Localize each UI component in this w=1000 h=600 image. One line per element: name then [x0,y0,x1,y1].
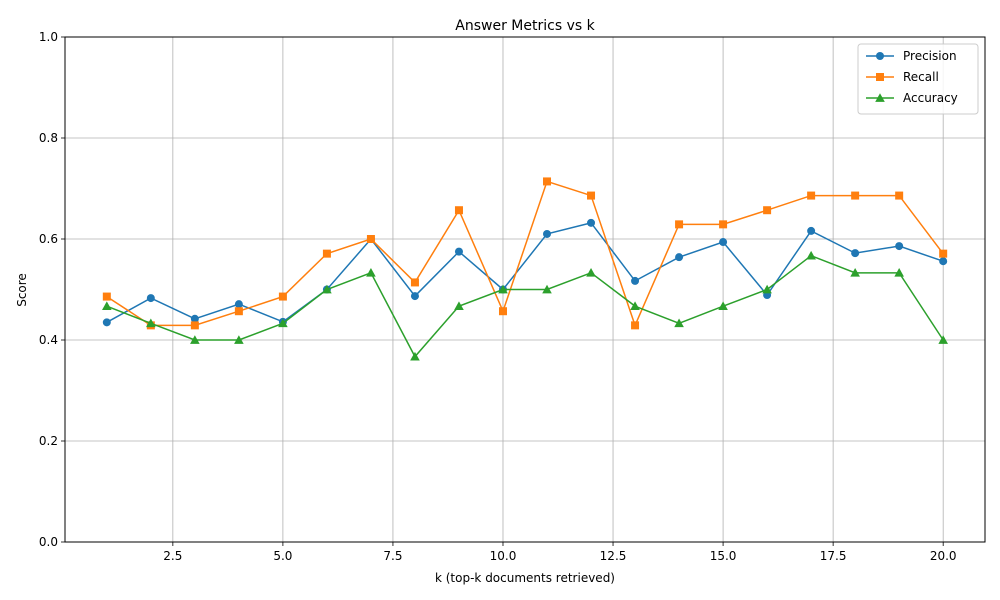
recall-point [895,191,904,200]
accuracy-point [278,318,288,328]
y-tick-label: 1.0 [39,30,58,44]
accuracy-point [938,335,948,344]
x-tick-label: 2.5 [163,549,182,563]
accuracy-point [762,284,772,294]
y-axis-ticks: 0.0 0.2 0.4 0.6 0.8 1.0 [39,30,65,549]
precision-point [454,247,463,256]
legend-item-accuracy: Accuracy [866,91,958,105]
accuracy-point [718,301,728,311]
recall-point [675,220,684,229]
legend-label-recall: Recall [903,70,939,84]
accuracy-point [234,335,244,344]
recall-line [106,180,944,328]
precision-point [587,218,596,227]
recall-point [587,191,596,200]
accuracy-point [366,268,376,277]
precision-point [719,238,728,247]
precision-point [410,292,419,301]
recall-point [498,307,507,316]
accuracy-point [102,301,112,311]
accuracy-point [586,268,596,277]
legend-label-accuracy: Accuracy [903,91,958,105]
accuracy-point [674,318,684,328]
x-tick-label: 17.5 [820,549,847,563]
x-tick-label: 5.0 [273,549,292,563]
precision-point [675,253,684,262]
y-tick-label: 0.4 [39,333,58,347]
series-layer [102,177,948,361]
recall-point [939,249,948,258]
precision-point [543,229,552,238]
x-axis-ticks: 2.5 5.0 7.5 10.0 12.5 15.0 17.5 20.0 [163,542,957,563]
accuracy-point [894,268,904,277]
precision-point [939,257,948,266]
recall-point [454,206,463,215]
recall-point [278,292,287,301]
accuracy-point [806,250,816,260]
x-tick-label: 10.0 [490,549,517,563]
accuracy-point [542,284,552,294]
recall-point [366,235,375,243]
precision-point [807,226,816,235]
precision-point [895,242,904,251]
legend-box [857,43,979,115]
precision-series [102,218,948,327]
recall-series [102,177,948,330]
precision-point [851,249,860,258]
precision-point [234,300,243,309]
chart-title: Answer Metrics vs k [455,18,595,34]
accuracy-point [410,351,420,361]
recall-point [631,321,640,330]
accuracy-point [190,335,200,344]
plot-frame [64,36,986,543]
legend-marker-precision [876,52,884,60]
accuracy-point [630,301,640,311]
legend: Precision Recall Accuracy [857,43,979,115]
recall-point [322,249,331,258]
y-tick-label: 0.2 [39,434,58,448]
y-tick-label: 0.8 [39,131,58,145]
legend-item-precision: Precision [866,49,957,63]
accuracy-point [146,318,156,328]
accuracy-line [106,254,944,358]
precision-point [146,294,155,303]
legend-label-precision: Precision [903,49,957,63]
recall-point [410,278,419,287]
recall-point [234,307,243,316]
legend-item-recall: Recall [866,70,939,84]
precision-point [190,314,199,323]
accuracy-point [454,301,464,311]
accuracy-point [498,284,508,294]
precision-line [106,221,944,323]
x-tick-label: 15.0 [710,549,737,563]
precision-point [631,276,640,285]
y-axis-title: Score [15,273,29,307]
precision-point [102,318,111,327]
recall-point [763,206,772,215]
recall-point [190,321,199,330]
legend-marker-recall [876,73,884,81]
recall-point [719,220,728,229]
recall-point [102,292,111,301]
accuracy-point [322,284,332,294]
x-tick-label: 20.0 [930,549,957,563]
x-tick-label: 7.5 [383,549,402,563]
recall-point [807,191,816,200]
accuracy-point [850,268,860,277]
accuracy-series [102,250,948,361]
recall-point [851,191,860,200]
recall-point [543,177,552,186]
y-tick-label: 0.0 [39,535,58,549]
legend-marker-accuracy [875,93,885,102]
x-axis-title: k (top-k documents retrieved) [435,571,615,585]
y-tick-label: 0.6 [39,232,58,246]
x-tick-label: 12.5 [600,549,627,563]
